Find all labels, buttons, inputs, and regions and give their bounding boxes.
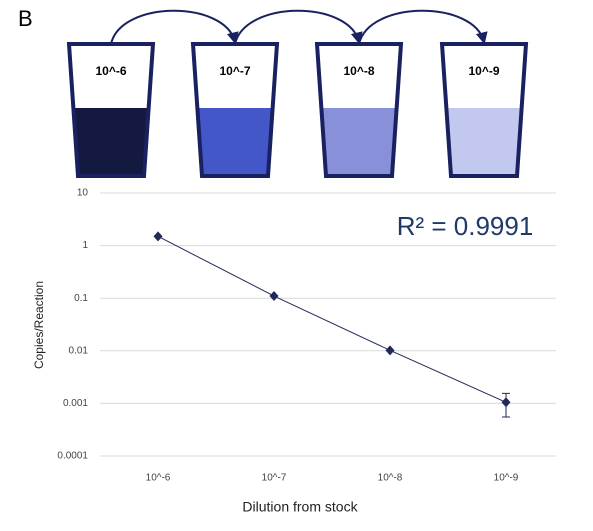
transfer-arrow: [358, 9, 488, 45]
tube-outline: [314, 42, 404, 178]
tube-label: 10^-6: [95, 64, 126, 78]
annotation: R² = 0.9991: [397, 211, 534, 241]
x-tick-label: 10^-8: [378, 473, 403, 484]
tube-label: 10^-9: [468, 64, 499, 78]
y-tick-label: 10: [77, 188, 89, 199]
y-tick-label: 0.0001: [57, 451, 88, 462]
data-point: [385, 345, 395, 356]
data-point: [153, 231, 163, 242]
tube-liquid: [446, 108, 522, 176]
y-tick-label: 0.01: [69, 345, 89, 356]
tube-label: 10^-7: [219, 64, 250, 78]
y-axis-label: Copies/Reaction: [32, 281, 46, 369]
tube-liquid: [197, 108, 273, 176]
data-point: [269, 291, 279, 302]
tube-liquid: [321, 108, 397, 176]
x-tick-label: 10^-6: [146, 473, 171, 484]
tube-liquid: [73, 108, 149, 176]
y-tick-label: 0.1: [74, 293, 88, 304]
panel-label: B: [18, 6, 33, 31]
x-axis-label: Dilution from stock: [242, 499, 358, 515]
tubes: 10^-6 10^-7 10^-8 10^-9: [66, 9, 529, 178]
transfer-arrow: [234, 9, 363, 45]
transfer-arrow: [110, 9, 239, 45]
tube-outline: [439, 42, 529, 178]
series-line: [157, 235, 507, 403]
tube-label: 10^-8: [343, 64, 374, 78]
data-point: [501, 397, 511, 408]
x-tick-label: 10^-9: [494, 473, 519, 484]
y-tick-label: 1: [82, 240, 88, 251]
tube-outline: [190, 42, 280, 178]
x-tick-label: 10^-7: [262, 473, 287, 484]
tube-outline: [66, 42, 156, 178]
y-tick-label: 0.001: [63, 398, 88, 409]
